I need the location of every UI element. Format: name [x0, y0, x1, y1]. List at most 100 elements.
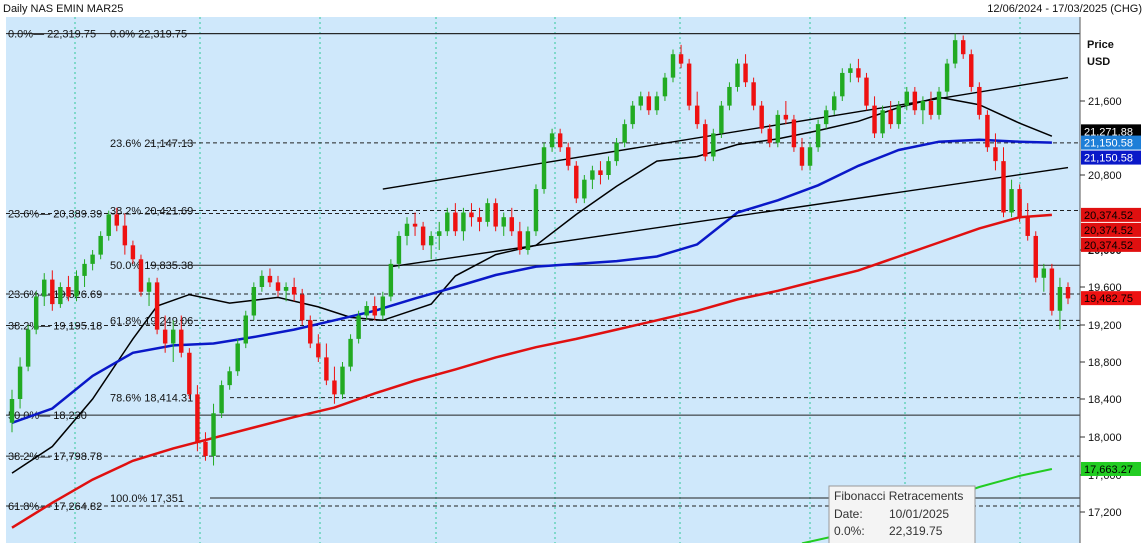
- candle-body-61: [501, 217, 506, 227]
- trend-lines: [382, 76, 1069, 268]
- axis-unit: USD: [1087, 56, 1110, 68]
- candle-body-48: [396, 235, 402, 264]
- candle-body-79: [646, 96, 652, 111]
- fib-label-6: 23.6%— 19,526.69: [8, 289, 102, 301]
- price-tag-text-2: 21,150.58: [1084, 153, 1133, 165]
- candle-body-11: [98, 235, 103, 255]
- candle-body-119: [969, 54, 974, 87]
- fib-label-3: 23.6%— 20,389.39: [8, 208, 102, 220]
- candle-body-35: [291, 287, 297, 295]
- price-tag-2: [1081, 150, 1141, 165]
- candle-body-95: [775, 114, 781, 143]
- candle-body-6: [58, 287, 63, 305]
- candle-body-8: [74, 275, 79, 297]
- ytick-label-8: 20,800: [1088, 170, 1122, 182]
- candle-body-52: [428, 235, 434, 246]
- fib-label-11: 38.2%— 17,798.78: [8, 451, 102, 463]
- candle-body-108: [880, 110, 885, 134]
- candle-body-63: [517, 231, 523, 250]
- candle-body-20: [171, 329, 176, 344]
- candle-body-84: [686, 63, 692, 106]
- candle-body-29: [243, 315, 248, 344]
- price-tag-text-4: 20,374.52: [1084, 225, 1133, 237]
- ytick-label-3: 18,400: [1088, 394, 1122, 406]
- candle-body-116: [944, 63, 950, 92]
- candle-body-1: [17, 366, 23, 399]
- candle-body-55: [453, 212, 458, 232]
- candle-body-106: [864, 77, 869, 106]
- candle-body-4: [42, 279, 47, 297]
- candle-body-113: [920, 101, 926, 111]
- candle-body-10: [90, 254, 95, 264]
- candle-body-112: [912, 91, 918, 111]
- candle-body-25: [211, 413, 216, 456]
- ytick-label-9: 21,600: [1088, 96, 1122, 108]
- fib-label-9: 78.6% 18,414.31: [110, 393, 193, 405]
- candle-body-21: [179, 329, 184, 353]
- candle-body-30: [251, 287, 257, 316]
- candle-body-50: [412, 223, 418, 227]
- fib-label-2: 23.6% 21,147.13: [110, 138, 193, 150]
- candle-body-24: [203, 441, 208, 456]
- tooltip-level-value: 22,319.75: [889, 524, 943, 538]
- candle-body-109: [888, 110, 893, 125]
- candle-body-49: [404, 223, 410, 236]
- price-tag-text-7: 17,663.27: [1084, 464, 1133, 476]
- candle-body-96: [783, 114, 789, 120]
- candle-body-42: [348, 338, 353, 367]
- candle-body-54: [445, 212, 450, 232]
- candle-body-5: [50, 279, 55, 305]
- candle-body-82: [670, 54, 676, 78]
- candle-body-58: [477, 217, 482, 222]
- tooltip-date-label: Date:: [834, 507, 863, 521]
- fib-tooltip: Fibonacci Retracements Date: 10/01/2025 …: [828, 485, 976, 543]
- candle-body-87: [711, 133, 716, 157]
- candle-body-28: [235, 343, 240, 372]
- candle-body-86: [703, 124, 708, 157]
- fib-label-12: 100.0% 17,351: [110, 493, 184, 505]
- candle-body-90: [735, 63, 740, 87]
- candle-body-26: [219, 385, 224, 414]
- candle-body-32: [267, 275, 273, 283]
- fib-label-13: 61.8%— 17,264.82: [8, 501, 102, 513]
- tooltip-title: Fibonacci Retracements: [834, 489, 963, 503]
- candle-body-13: [114, 214, 120, 226]
- candle-body-68: [557, 133, 563, 148]
- candle-body-124: [1009, 189, 1014, 213]
- candle-body-107: [872, 105, 877, 134]
- candle-body-18: [154, 282, 160, 330]
- candle-body-120: [977, 86, 982, 115]
- candle-body-64: [525, 231, 531, 250]
- candle-body-69: [565, 147, 571, 166]
- candle-body-36: [299, 294, 305, 321]
- candle-body-94: [767, 128, 772, 143]
- candle-body-88: [719, 105, 724, 134]
- fib-label-7: 61.8% 19,249.06: [110, 315, 193, 327]
- candle-body-83: [678, 54, 684, 64]
- candle-body-37: [308, 320, 313, 344]
- candle-body-126: [1025, 217, 1030, 236]
- candle-body-34: [283, 287, 289, 291]
- candle-body-23: [195, 394, 200, 442]
- candle-body-115: [936, 91, 942, 115]
- fib-label-5: 50.0% 19,835.38: [110, 260, 193, 272]
- candle-body-53: [437, 231, 442, 236]
- candle-body-102: [832, 96, 837, 111]
- lower-channel-line: [390, 166, 1069, 268]
- candle-body-70: [574, 165, 579, 199]
- candle-body-122: [993, 147, 998, 162]
- candle-body-41: [340, 366, 345, 395]
- candle-body-77: [630, 105, 635, 125]
- candle-body-89: [727, 86, 732, 106]
- candle-body-0: [9, 399, 15, 423]
- price-tag-7: [1081, 461, 1141, 476]
- candle-body-80: [654, 96, 660, 111]
- fib-label-1: 0.0% 22,319.75: [110, 29, 187, 41]
- upper-channel-line: [382, 76, 1069, 190]
- candle-body-46: [380, 296, 386, 316]
- candle-body-104: [848, 68, 853, 73]
- candle-body-92: [751, 82, 756, 106]
- candle-body-93: [759, 105, 764, 129]
- candle-body-7: [66, 287, 71, 297]
- candle-body-73: [598, 170, 603, 175]
